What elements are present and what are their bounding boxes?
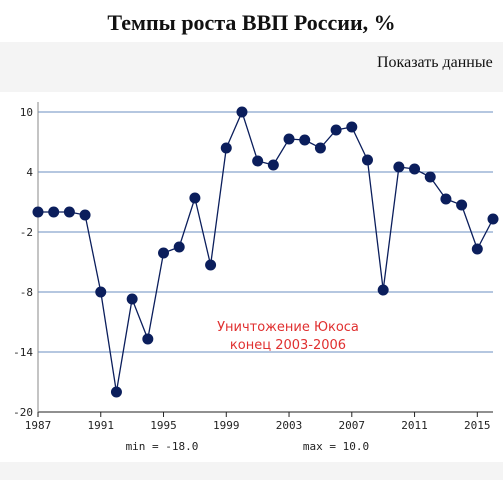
data-point xyxy=(95,286,107,298)
annotation-line-1: Уничтожение Юкоса xyxy=(217,320,359,335)
data-point xyxy=(63,206,75,218)
data-point xyxy=(79,209,91,221)
data-point xyxy=(236,106,248,118)
gdp-growth-chart: 1987 1991 1995 1999 2003 2007 2011 2015 10 4 -2 -8… xyxy=(13,102,499,453)
y-tick-label: 10 xyxy=(20,106,33,119)
x-tick-label: 1991 xyxy=(88,419,115,432)
x-tick-label: 1995 xyxy=(150,419,177,432)
data-point xyxy=(267,159,279,171)
chart-area: 1987 1991 1995 1999 2003 2007 2011 2015 10 4 -2 -8… xyxy=(0,92,503,462)
min-stat: min = -18.0 xyxy=(126,440,199,453)
show-data-link[interactable]: Показать данные xyxy=(377,54,493,71)
y-tick-label: -2 xyxy=(20,226,33,239)
data-point xyxy=(440,193,452,205)
y-tick-label: -20 xyxy=(13,406,33,419)
data-point xyxy=(283,133,295,145)
axes xyxy=(37,102,493,413)
data-point xyxy=(361,154,373,166)
data-point xyxy=(456,199,468,211)
data-point xyxy=(173,241,185,253)
toolbar: Показать данные xyxy=(0,42,503,92)
data-point xyxy=(126,293,138,305)
x-tick-label: 1999 xyxy=(213,419,240,432)
bottom-bar xyxy=(0,462,503,480)
data-point xyxy=(110,386,122,398)
annotations-layer: Уничтожение Юкоса конец 2003-2006 xyxy=(217,320,359,353)
data-point xyxy=(393,161,405,173)
y-tick-label: -8 xyxy=(20,286,33,299)
y-tick-label: -14 xyxy=(13,346,33,359)
data-point xyxy=(377,284,389,296)
max-stat: max = 10.0 xyxy=(303,440,369,453)
y-tick-label: 4 xyxy=(26,166,33,179)
x-ticks: 1987 1991 1995 1999 2003 2007 2011 2015 xyxy=(25,412,491,432)
data-point xyxy=(48,206,60,218)
x-tick-label: 1987 xyxy=(25,419,52,432)
series-layer xyxy=(32,106,499,398)
data-point xyxy=(424,171,436,183)
grid-lines xyxy=(38,111,493,353)
x-tick-label: 2015 xyxy=(464,419,491,432)
data-point xyxy=(330,124,342,136)
data-point xyxy=(220,142,232,154)
y-ticks: 10 4 -2 -8 -14 -20 xyxy=(13,106,33,419)
data-point xyxy=(32,206,44,218)
data-point xyxy=(471,243,483,255)
page-title: Темпы роста ВВП России, % xyxy=(107,10,396,35)
data-point xyxy=(142,333,154,345)
x-tick-label: 2011 xyxy=(401,419,428,432)
x-tick-label: 2007 xyxy=(339,419,366,432)
data-point xyxy=(487,213,499,225)
data-point xyxy=(299,134,311,146)
data-point xyxy=(252,155,264,167)
annotation-line-2: конец 2003-2006 xyxy=(230,338,346,353)
data-point xyxy=(314,142,326,154)
data-point xyxy=(205,259,217,271)
data-point xyxy=(409,163,421,175)
data-point xyxy=(189,192,201,204)
data-point xyxy=(158,247,170,259)
x-tick-label: 2003 xyxy=(276,419,303,432)
data-point xyxy=(346,121,358,133)
